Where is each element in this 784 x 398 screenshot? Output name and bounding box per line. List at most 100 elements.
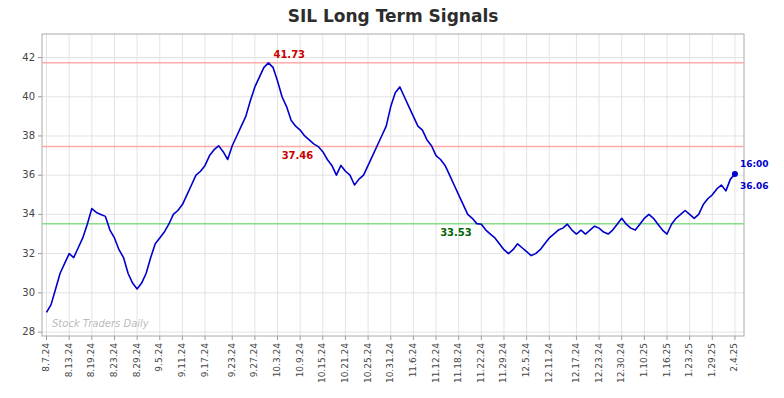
- x-grid-line: [734, 34, 735, 336]
- x-tick-label: 8.19.24: [86, 343, 96, 378]
- x-tick: [621, 336, 622, 340]
- reference-label: 33.53: [440, 227, 472, 238]
- x-tick: [137, 336, 138, 340]
- x-tick-label: 10.21.24: [340, 343, 350, 383]
- y-tick: [38, 332, 42, 333]
- x-grid-line: [232, 34, 233, 336]
- x-tick: [300, 336, 301, 340]
- x-grid-line: [576, 34, 577, 336]
- x-tick: [599, 336, 600, 340]
- x-tick-label: 9.11.24: [177, 343, 187, 378]
- y-tick: [38, 292, 42, 293]
- x-tick: [667, 336, 668, 340]
- x-tick: [503, 336, 504, 340]
- x-tick: [390, 336, 391, 340]
- x-tick: [549, 336, 550, 340]
- x-grid-line: [621, 34, 622, 336]
- y-tick: [38, 96, 42, 97]
- x-tick-label: 12.30.24: [616, 343, 626, 383]
- y-tick-label: 32: [22, 248, 35, 259]
- x-tick-label: 8.13.24: [64, 343, 74, 378]
- x-tick: [689, 336, 690, 340]
- plot-frame: [42, 34, 744, 336]
- x-grid-line: [689, 34, 690, 336]
- x-grid-line: [300, 34, 301, 336]
- reference-line: [42, 146, 744, 148]
- watermark: Stock Traders Daily: [52, 318, 150, 329]
- reference-line: [42, 62, 744, 64]
- x-grid-line: [413, 34, 414, 336]
- y-tick: [38, 214, 42, 215]
- x-tick: [91, 336, 92, 340]
- end-annotation: 36.06: [740, 181, 768, 191]
- x-tick: [413, 336, 414, 340]
- y-grid-line: [42, 214, 744, 215]
- x-tick: [576, 336, 577, 340]
- x-grid-line: [458, 34, 459, 336]
- y-grid-line: [42, 57, 744, 58]
- x-tick-label: 1.23.25: [684, 343, 694, 377]
- y-grid-line: [42, 96, 744, 97]
- x-tick-label: 11.22.24: [476, 343, 486, 383]
- y-tick-label: 28: [22, 326, 35, 337]
- y-grid-line: [42, 135, 744, 136]
- x-tick-label: 10.3.24: [272, 343, 282, 378]
- x-grid-line: [481, 34, 482, 336]
- x-grid-line: [644, 34, 645, 336]
- x-grid-line: [368, 34, 369, 336]
- x-tick: [436, 336, 437, 340]
- y-grid-line: [42, 292, 744, 293]
- last-point: [732, 171, 738, 177]
- x-tick: [526, 336, 527, 340]
- x-tick-label: 11.6.24: [408, 343, 418, 378]
- end-annotation: 16:00: [740, 159, 769, 169]
- x-tick: [69, 336, 70, 340]
- x-grid-line: [712, 34, 713, 336]
- x-tick-label: 12.23.24: [594, 343, 604, 383]
- x-tick: [458, 336, 459, 340]
- title: SIL Long Term Signals: [288, 6, 499, 26]
- x-grid-line: [390, 34, 391, 336]
- y-tick-label: 30: [22, 287, 35, 298]
- x-tick-label: 10.31.24: [385, 343, 395, 383]
- x-tick-label: 9.17.24: [200, 343, 210, 378]
- x-tick: [46, 336, 47, 340]
- x-tick-label: 10.25.24: [363, 343, 373, 383]
- x-grid-line: [322, 34, 323, 336]
- y-tick-label: 42: [22, 52, 35, 63]
- x-tick-label: 2.4.25: [729, 343, 739, 372]
- y-grid-line: [42, 253, 744, 254]
- x-tick: [159, 336, 160, 340]
- reference-label: 41.73: [273, 49, 305, 60]
- x-tick-label: 11.18.24: [453, 343, 463, 383]
- grid: [42, 34, 744, 336]
- x-tick: [712, 336, 713, 340]
- x-grid-line: [345, 34, 346, 336]
- x-tick-label: 9.23.24: [227, 343, 237, 378]
- x-grid-line: [549, 34, 550, 336]
- x-tick: [205, 336, 206, 340]
- reference-line: [42, 223, 744, 225]
- x-tick-label: 1.29.25: [707, 343, 717, 377]
- x-tick: [481, 336, 482, 340]
- x-tick: [644, 336, 645, 340]
- x-tick-label: 8.23.24: [109, 343, 119, 378]
- x-tick: [114, 336, 115, 340]
- x-tick: [734, 336, 735, 340]
- x-tick: [322, 336, 323, 340]
- x-tick-label: 9.27.24: [249, 343, 259, 378]
- y-tick-label: 38: [22, 130, 35, 141]
- x-tick-label: 11.29.24: [498, 343, 508, 383]
- x-tick-label: 8.29.24: [132, 343, 142, 378]
- x-tick: [368, 336, 369, 340]
- x-grid-line: [254, 34, 255, 336]
- x-tick-label: 10.15.24: [317, 343, 327, 383]
- plot-area: [42, 63, 744, 313]
- y-grid-line: [42, 175, 744, 176]
- x-grid-line: [503, 34, 504, 336]
- x-tick-label: 8.7.24: [41, 343, 51, 372]
- x-tick-label: 10.9.24: [295, 343, 305, 378]
- x-tick-label: 12.17.24: [571, 343, 581, 383]
- x-grid-line: [114, 34, 115, 336]
- x-grid-line: [46, 34, 47, 336]
